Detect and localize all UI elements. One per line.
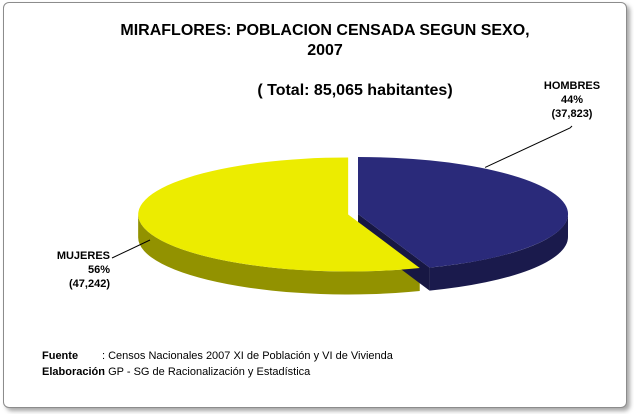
slice-hombres-top bbox=[358, 157, 569, 268]
leader-line-mujeres bbox=[111, 239, 151, 259]
footer-source: Fuente : Censos Nacionales 2007 XI de Pob… bbox=[42, 350, 393, 362]
label-mujeres: MUJERES 56% (47,242) bbox=[30, 249, 110, 291]
label-mujeres-count: (47,242) bbox=[69, 278, 110, 290]
footer-credit: Elaboración: GP - SG de Racionalización … bbox=[42, 366, 310, 378]
label-mujeres-name: MUJERES bbox=[56, 250, 110, 262]
label-hombres-name: HOMBRES bbox=[543, 80, 601, 92]
label-hombres-count: (37,823) bbox=[551, 108, 593, 120]
chart-title-line1: MIRAFLORES: POBLACION CENSADA SEGUN SEXO… bbox=[120, 22, 530, 39]
leader-line-hombres bbox=[484, 125, 573, 168]
footer-source-label: Fuente bbox=[42, 350, 79, 362]
slice-mujeres-side bbox=[138, 214, 420, 295]
footer-credit-text: : GP - SG de Racionalización y Estadísti… bbox=[102, 366, 311, 378]
footer-source-text: : Censos Nacionales 2007 XI de Población… bbox=[102, 350, 393, 362]
label-mujeres-percent: 56% bbox=[87, 264, 110, 276]
label-hombres: HOMBRES 44% (37,823) bbox=[527, 79, 617, 121]
chart-subtitle: ( Total: 85,065 habitantes) bbox=[257, 82, 453, 99]
footer-credit-label: Elaboración bbox=[42, 366, 105, 378]
label-hombres-percent: 44% bbox=[560, 94, 584, 106]
chart-title-line2: 2007 bbox=[307, 42, 343, 59]
slice-hombres-side bbox=[429, 214, 568, 291]
slice-mujeres-top bbox=[138, 157, 420, 272]
